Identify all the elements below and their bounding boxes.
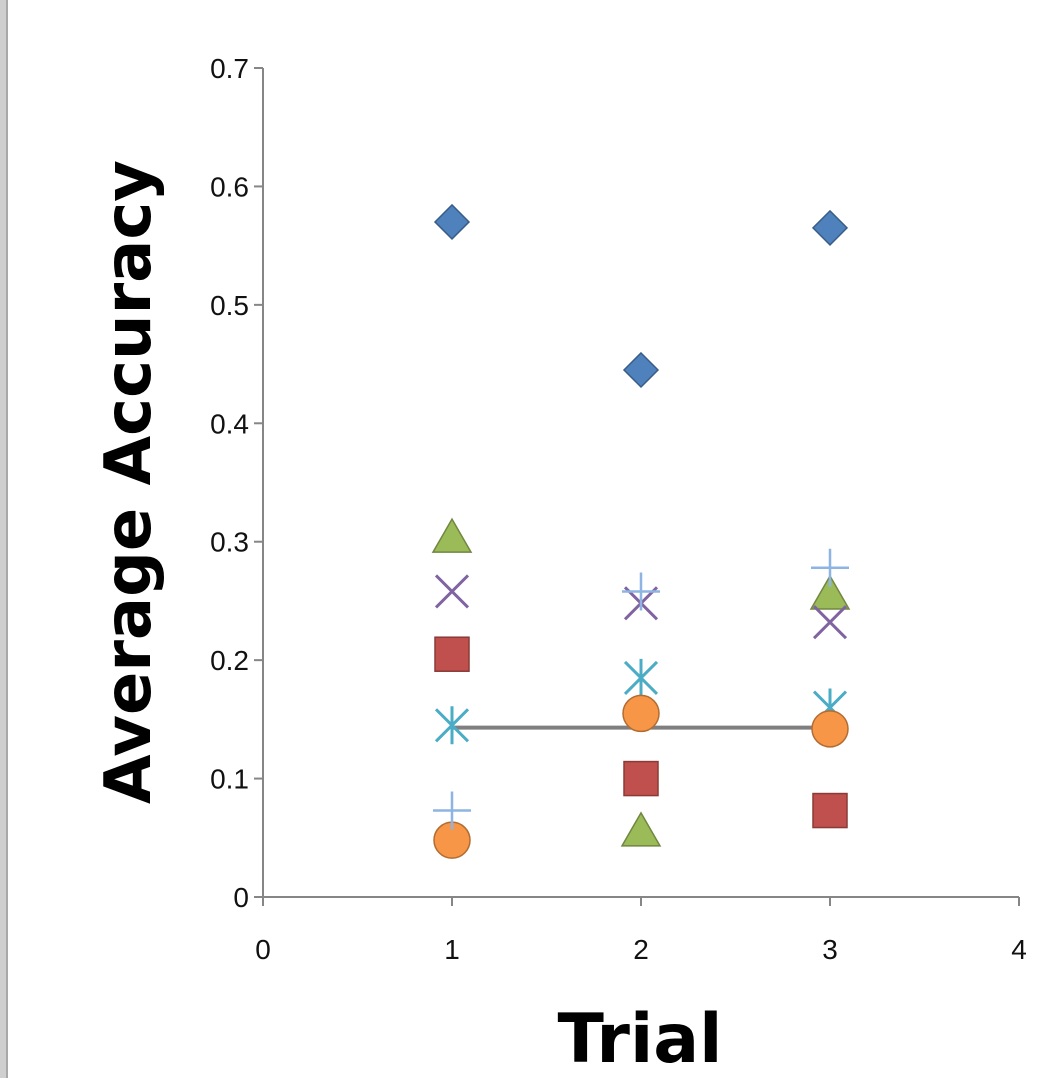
x-tick-label: 1 (444, 934, 460, 965)
x-marker (812, 605, 848, 640)
plus-marker (811, 548, 849, 587)
x-tick-label: 2 (633, 934, 649, 965)
circle-marker (811, 710, 849, 748)
y-tick-label: 0.5 (210, 290, 249, 321)
triangle-marker (809, 574, 851, 610)
y-tick-label: 0.7 (210, 53, 249, 84)
x-tick-label: 4 (1011, 934, 1027, 965)
y-tick-label: 0.2 (210, 645, 249, 676)
triangle-marker (431, 517, 473, 553)
diamond-marker (811, 209, 849, 246)
x-tick-label: 3 (822, 934, 838, 965)
square-marker (812, 792, 848, 829)
plus-marker (433, 791, 471, 830)
square-marker (623, 760, 659, 797)
window-left-edge (0, 0, 8, 1078)
y-tick-label: 0.4 (210, 408, 249, 439)
triangle-marker (620, 811, 662, 847)
plus-marker (622, 572, 660, 611)
asterisk-marker (434, 706, 470, 745)
y-tick-label: 0.1 (210, 764, 249, 795)
y-axis-title: Average Accuracy (92, 160, 166, 804)
asterisk-marker (623, 658, 659, 697)
x-axis-title: Trial (558, 1000, 723, 1078)
diamond-marker (433, 203, 471, 241)
chart-axes: 0 0.1 0.2 0.3 0.4 0.5 0.6 0.7 0 1 2 3 4 (210, 53, 1027, 965)
y-tick-label: 0 (233, 882, 249, 913)
data-marks (431, 203, 851, 859)
y-tick-label: 0.6 (210, 171, 249, 202)
circle-marker (622, 694, 660, 733)
x-tick-label: 0 (255, 934, 271, 965)
square-marker (434, 636, 470, 672)
y-tick-label: 0.3 (210, 527, 249, 558)
x-marker (434, 574, 470, 609)
diamond-marker (622, 351, 660, 389)
